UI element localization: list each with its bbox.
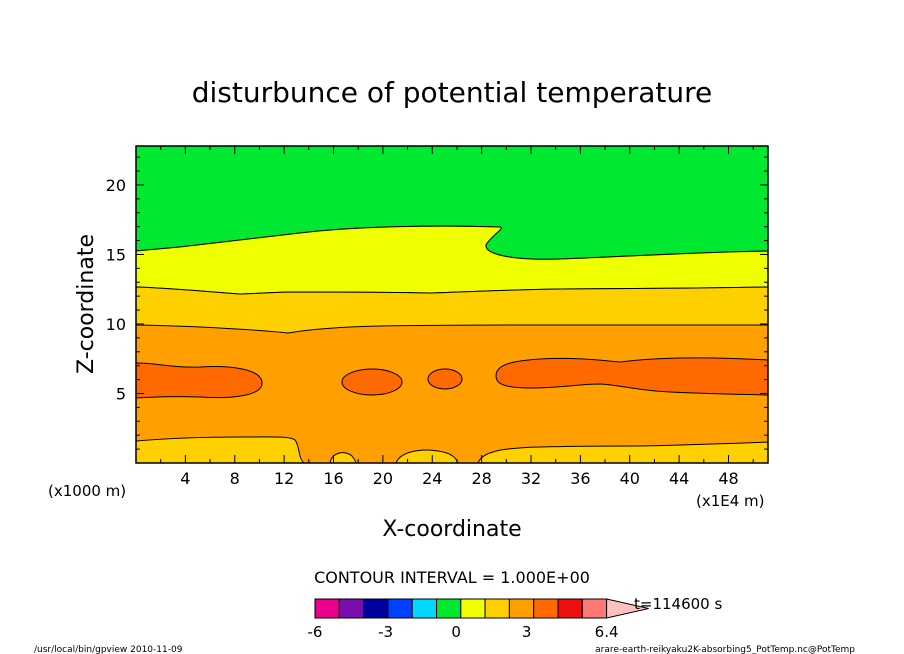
colorbar-swatch: [363, 598, 389, 619]
colorbar-arrow: [606, 598, 649, 619]
y-tick-label: 10: [106, 315, 126, 334]
colorbar-swatch: [484, 598, 510, 619]
y-tick-label: 20: [106, 176, 126, 195]
colorbar-tick-label: 3: [522, 623, 532, 641]
colorbar-swatch: [314, 598, 340, 619]
colorbar-swatch: [411, 598, 438, 619]
bottom-patch-fill-3: [477, 441, 769, 464]
patch-fill-3: [427, 368, 463, 390]
x-tick-label: 20: [373, 469, 393, 488]
x-unit-label: (x1E4 m): [696, 492, 765, 510]
footer-right: arare-earth-reikyaku2K-absorbing5_PotTem…: [595, 645, 855, 654]
bottom-layer-fill: [135, 436, 306, 464]
colorbar-swatch: [387, 598, 413, 619]
x-tick-label: 40: [620, 469, 640, 488]
x-tick-label: 36: [570, 469, 590, 488]
plot-frame: [135, 145, 769, 464]
footer-left: /usr/local/bin/gpview 2010-11-09: [34, 645, 183, 654]
colorbar-swatch: [557, 598, 583, 619]
contour-interval-label: CONTOUR INTERVAL = 1.000E+00: [314, 568, 590, 587]
x-tick-label: 4: [180, 469, 190, 488]
y-tick-label: 15: [106, 245, 126, 264]
x-axis-label: X-coordinate: [382, 517, 521, 542]
colorbar-swatch: [338, 598, 365, 619]
chart-title: disturbunce of potential temperature: [192, 76, 713, 109]
colorbar-swatch: [460, 598, 486, 619]
x-tick-label: 32: [521, 469, 541, 488]
time-label: t=114600 s: [634, 595, 722, 613]
plot-area: [135, 145, 769, 464]
colorbar: [314, 598, 649, 619]
colorbar-ticks: -6 -3 0 3 6.4: [308, 623, 619, 641]
x-tick-label: 8: [230, 469, 240, 488]
x-tick-label: 24: [422, 469, 442, 488]
x-tick-label: 44: [669, 469, 689, 488]
x-tick-label: 12: [274, 469, 294, 488]
patch-fill-1: [135, 362, 263, 399]
colorbar-swatch: [436, 598, 462, 619]
x-tick-label: 48: [718, 469, 738, 488]
colorbar-tick-label: 0: [451, 623, 461, 641]
colorbar-swatch: [581, 598, 608, 619]
colorbar-tick-label: -3: [378, 623, 393, 641]
colorbar-swatch: [533, 598, 559, 619]
colorbar-swatch: [508, 598, 535, 619]
x-axis: 4 8 12 16 20 24 28 32 36 40 44 48: [135, 146, 754, 488]
patch-fill-2: [341, 368, 403, 396]
x-tick-label: 28: [471, 469, 491, 488]
y-tick-label: 5: [116, 384, 126, 403]
x-tick-label: 16: [323, 469, 343, 488]
y-axis: 5 10 15 20: [106, 156, 768, 450]
y-axis-label: Z-coordinate: [74, 234, 99, 374]
patch-fill-4: [495, 357, 769, 396]
y-unit-label: (x1000 m): [48, 482, 126, 500]
colorbar-tick-label: 6.4: [595, 623, 619, 641]
colorbar-tick-label: -6: [308, 623, 323, 641]
